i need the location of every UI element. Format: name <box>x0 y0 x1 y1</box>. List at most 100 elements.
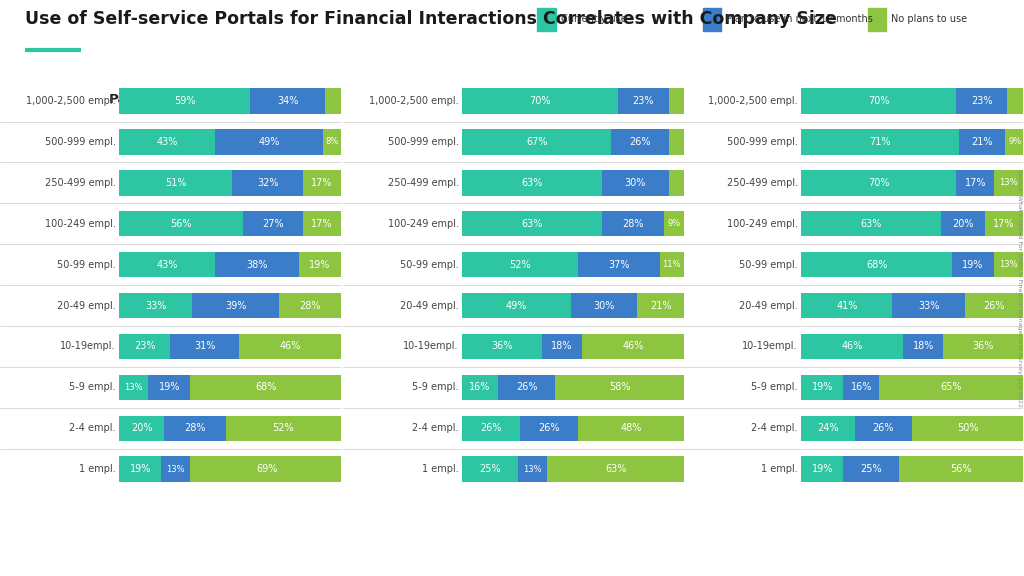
Text: 9%: 9% <box>1009 138 1022 146</box>
Text: Use of Self-service Portals for Financial Interactions Correlates with Company S: Use of Self-service Portals for Financia… <box>26 10 838 28</box>
Text: 21%: 21% <box>971 137 992 147</box>
Text: 10-19empl.: 10-19empl. <box>403 342 459 351</box>
Bar <box>659 252 684 278</box>
Text: 63%: 63% <box>606 464 627 474</box>
Text: 49%: 49% <box>506 301 527 310</box>
Text: Employee: Employee <box>477 93 550 106</box>
Text: 17%: 17% <box>311 219 333 229</box>
Bar <box>844 456 899 482</box>
Text: 68%: 68% <box>255 382 276 392</box>
Text: 21%: 21% <box>650 301 672 310</box>
Bar <box>215 252 299 278</box>
Text: 50%: 50% <box>956 423 978 433</box>
Bar <box>638 293 684 319</box>
Text: 49%: 49% <box>258 137 280 147</box>
Text: 36%: 36% <box>973 342 993 351</box>
Bar <box>578 415 684 441</box>
Text: 34%: 34% <box>278 96 298 106</box>
Text: Partner/Supplier: Partner/Supplier <box>109 93 232 106</box>
Text: 48%: 48% <box>621 423 641 433</box>
Text: 2-4 empl.: 2-4 empl. <box>413 423 459 433</box>
Bar <box>463 129 611 155</box>
Bar <box>582 334 684 359</box>
Text: 70%: 70% <box>868 96 890 106</box>
Text: 41%: 41% <box>836 301 857 310</box>
Bar <box>571 293 638 319</box>
Text: 19%: 19% <box>130 464 152 474</box>
Bar <box>120 170 232 196</box>
Text: No plans to use: No plans to use <box>891 14 968 24</box>
Bar <box>669 129 684 155</box>
Bar <box>463 170 602 196</box>
Text: Customer: Customer <box>816 93 889 106</box>
Text: 5-9 empl.: 5-9 empl. <box>413 382 459 392</box>
Bar <box>802 456 844 482</box>
Text: 17%: 17% <box>311 178 333 188</box>
Bar <box>542 334 582 359</box>
Bar <box>802 129 958 155</box>
Bar <box>148 374 190 400</box>
Text: 20%: 20% <box>952 219 974 229</box>
Bar <box>279 293 341 319</box>
Bar <box>1006 129 1024 155</box>
Text: 33%: 33% <box>919 301 939 310</box>
Text: 1,000-2,500 empl.: 1,000-2,500 empl. <box>709 96 798 106</box>
Text: 56%: 56% <box>171 219 193 229</box>
Text: 63%: 63% <box>860 219 882 229</box>
Text: 51%: 51% <box>165 178 186 188</box>
Bar <box>958 129 1006 155</box>
Bar <box>538 8 556 31</box>
Text: 19%: 19% <box>812 464 834 474</box>
Bar <box>985 211 1023 237</box>
Bar <box>802 293 892 319</box>
Text: 69%: 69% <box>256 464 278 474</box>
Bar <box>802 88 956 114</box>
Text: 250-499 empl.: 250-499 empl. <box>45 178 116 188</box>
Bar <box>802 211 941 237</box>
Bar <box>956 170 994 196</box>
Text: 26%: 26% <box>516 382 538 392</box>
Text: 20-49 empl.: 20-49 empl. <box>57 301 116 310</box>
Text: 24%: 24% <box>817 423 839 433</box>
Text: 25%: 25% <box>479 464 501 474</box>
Text: 26%: 26% <box>983 301 1005 310</box>
Text: 23%: 23% <box>632 96 653 106</box>
Text: Plan to use in next 12 months: Plan to use in next 12 months <box>726 14 872 24</box>
Text: 50-99 empl.: 50-99 empl. <box>400 260 459 270</box>
Bar <box>518 456 547 482</box>
Bar <box>190 456 343 482</box>
Bar <box>611 129 669 155</box>
Text: 68%: 68% <box>866 260 888 270</box>
Text: 16%: 16% <box>469 382 490 392</box>
Text: 46%: 46% <box>842 342 863 351</box>
Text: 5-9 empl.: 5-9 empl. <box>752 382 798 392</box>
Bar <box>232 170 303 196</box>
Bar <box>578 252 659 278</box>
Text: Q39) Does your company currently use, does it plan to use, or does it have no pl: Q39) Does your company currently use, do… <box>14 539 768 559</box>
Bar <box>326 88 341 114</box>
Text: 25%: 25% <box>860 464 882 474</box>
Bar <box>120 415 164 441</box>
Text: 17%: 17% <box>993 219 1015 229</box>
Bar <box>170 334 239 359</box>
Bar <box>854 415 912 441</box>
Bar <box>903 334 943 359</box>
Text: 43%: 43% <box>157 260 178 270</box>
Bar <box>602 170 669 196</box>
Bar <box>463 334 542 359</box>
Text: 70%: 70% <box>868 178 890 188</box>
Bar <box>120 88 250 114</box>
Bar <box>802 334 903 359</box>
Text: 30%: 30% <box>594 301 615 310</box>
Bar <box>303 211 341 237</box>
Text: 13%: 13% <box>523 465 542 473</box>
Text: 11%: 11% <box>663 260 681 269</box>
Bar <box>665 211 684 237</box>
Text: 500-999 empl.: 500-999 empl. <box>45 137 116 147</box>
Text: 28%: 28% <box>623 219 644 229</box>
Text: 26%: 26% <box>872 423 894 433</box>
Text: 28%: 28% <box>184 423 206 433</box>
Bar <box>802 252 952 278</box>
Text: 2-4 empl.: 2-4 empl. <box>752 423 798 433</box>
Bar <box>120 129 215 155</box>
